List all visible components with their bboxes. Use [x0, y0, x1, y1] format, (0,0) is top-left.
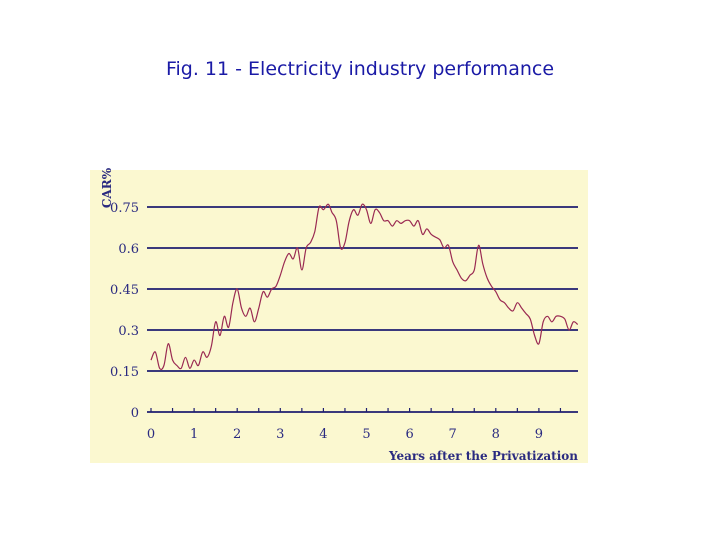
x-tick-label: 3	[276, 427, 284, 442]
x-tick-label: 5	[362, 427, 370, 442]
series-line	[150, 203, 579, 371]
y-axis-label: CAR%	[100, 167, 114, 208]
y-tick-label: 0.45	[110, 283, 139, 298]
grid-lines	[147, 206, 578, 372]
x-tick-label: 6	[405, 427, 413, 442]
x-tick-label: 2	[233, 427, 241, 442]
y-tick-label: 0.3	[118, 324, 139, 339]
x-tick-label: 7	[449, 427, 457, 442]
y-axis: 0 0.15 0.3 0.45 0.6 0.75	[110, 201, 139, 421]
x-axis	[147, 408, 578, 413]
figure-title: Fig. 11 - Electricity industry performan…	[165, 58, 555, 80]
x-axis-label: Years after the Privatization	[388, 449, 578, 463]
x-tick-labels: 0 1 2 3 4 5 6 7 8 9	[147, 427, 543, 442]
y-tick-label: 0	[131, 406, 139, 421]
plot-background	[90, 170, 588, 463]
y-tick-label: 0.6	[118, 242, 139, 257]
y-tick-label: 0.15	[110, 365, 139, 380]
x-tick-label: 8	[492, 427, 500, 442]
x-tick-label: 4	[319, 427, 327, 442]
y-tick-label: 0.75	[110, 201, 139, 216]
x-tick-label: 0	[147, 427, 155, 442]
x-tick-label: 9	[535, 427, 543, 442]
x-tick-label: 1	[190, 427, 198, 442]
